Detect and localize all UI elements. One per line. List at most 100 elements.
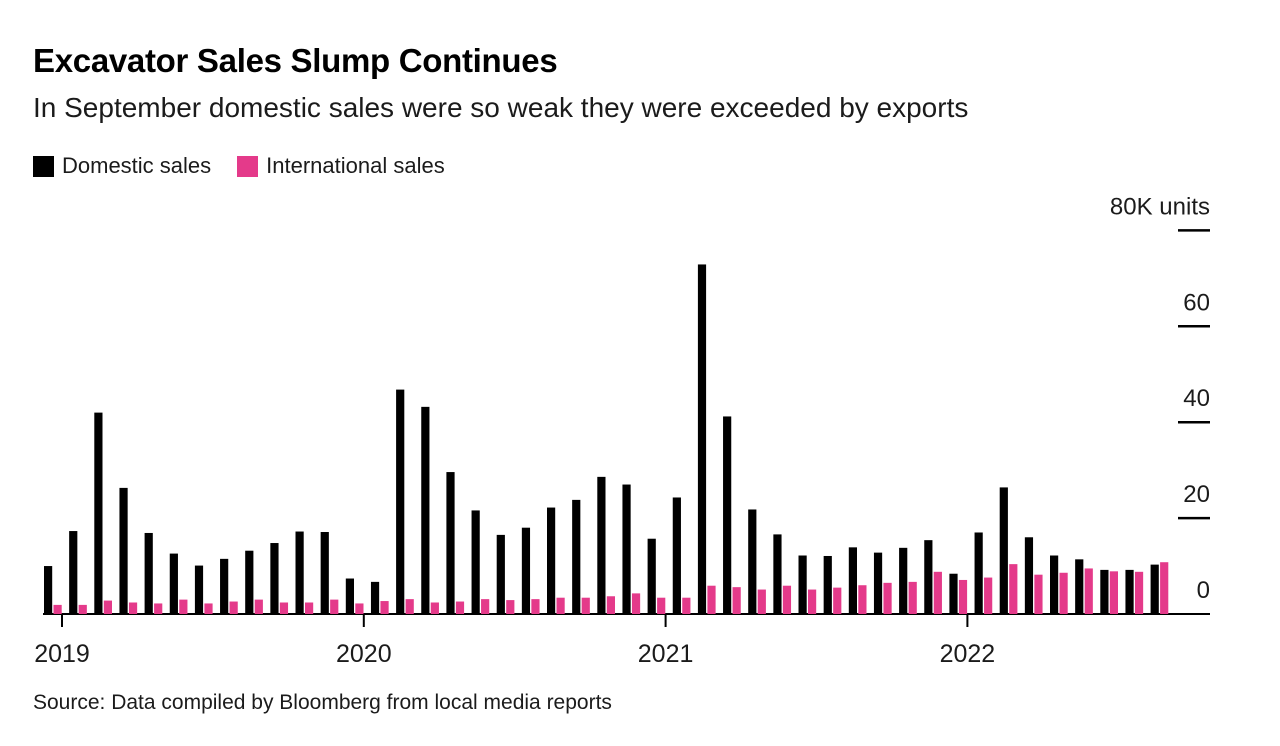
bar-domestic-sales-oct-2021 bbox=[873, 552, 883, 614]
bar-domestic-sales-nov-2020 bbox=[597, 476, 606, 614]
bar-international-sales-may-2022 bbox=[1059, 572, 1068, 614]
bar-international-sales-sep-2021 bbox=[858, 585, 867, 614]
x-axis-label-2022: 2022 bbox=[940, 640, 996, 668]
bar-international-sales-may-2019 bbox=[154, 603, 163, 614]
bar-international-sales-feb-2019 bbox=[78, 604, 87, 614]
bar-international-sales-jul-2021 bbox=[808, 589, 817, 614]
international-sales-swatch-icon bbox=[237, 155, 259, 177]
bar-domestic-sales-jan-2019 bbox=[44, 566, 53, 614]
x-axis-label-2019: 2019 bbox=[34, 640, 90, 668]
y-axis-label-60: 60 bbox=[1183, 289, 1210, 316]
bar-international-sales-nov-2020 bbox=[606, 596, 615, 614]
bar-international-sales-feb-2020 bbox=[380, 601, 389, 614]
bar-domestic-sales-jun-2021 bbox=[773, 534, 782, 614]
bar-domestic-sales-mar-2019 bbox=[94, 412, 103, 614]
bar-domestic-sales-apr-2021 bbox=[723, 416, 732, 614]
bar-domestic-sales-apr-2020 bbox=[421, 406, 430, 614]
y-axis-label-80: 80K units bbox=[1110, 193, 1210, 220]
bar-international-sales-nov-2021 bbox=[908, 581, 917, 614]
bar-international-sales-feb-2022 bbox=[984, 577, 993, 614]
bar-domestic-sales-jun-2022 bbox=[1075, 559, 1084, 614]
bar-domestic-sales-jul-2021 bbox=[798, 555, 807, 614]
bar-international-sales-mar-2020 bbox=[405, 599, 414, 614]
bar-international-sales-mar-2022 bbox=[1009, 564, 1018, 614]
bar-international-sales-sep-2019 bbox=[254, 599, 263, 614]
bar-international-sales-oct-2019 bbox=[279, 602, 289, 614]
chart-legend: Domestic sales International sales bbox=[33, 153, 445, 179]
bar-international-sales-jun-2022 bbox=[1084, 568, 1093, 614]
bar-international-sales-jul-2019 bbox=[204, 603, 213, 614]
bar-domestic-sales-jul-2020 bbox=[496, 534, 505, 614]
bar-international-sales-dec-2019 bbox=[330, 599, 339, 614]
bar-international-sales-aug-2022 bbox=[1134, 571, 1144, 614]
bar-international-sales-dec-2021 bbox=[933, 571, 942, 614]
bar-international-sales-apr-2019 bbox=[128, 602, 138, 614]
bar-international-sales-aug-2021 bbox=[833, 587, 842, 614]
bar-domestic-sales-sep-2021 bbox=[848, 547, 857, 614]
bar-domestic-sales-dec-2020 bbox=[622, 484, 631, 614]
bar-domestic-sales-sep-2020 bbox=[547, 507, 556, 614]
bar-international-sales-apr-2022 bbox=[1034, 574, 1043, 614]
x-axis-label-2021: 2021 bbox=[638, 640, 694, 668]
bar-domestic-sales-dec-2021 bbox=[924, 540, 933, 614]
bar-international-sales-jan-2019 bbox=[53, 604, 62, 614]
y-axis-label-40: 40 bbox=[1183, 385, 1210, 412]
bar-domestic-sales-may-2021 bbox=[748, 509, 757, 614]
bar-international-sales-may-2020 bbox=[455, 601, 465, 614]
bar-international-sales-jan-2020 bbox=[355, 603, 364, 614]
bar-domestic-sales-nov-2019 bbox=[295, 531, 304, 614]
bar-international-sales-jan-2022 bbox=[958, 579, 968, 614]
bar-domestic-sales-jul-2019 bbox=[194, 565, 204, 614]
bar-domestic-sales-aug-2021 bbox=[823, 555, 832, 614]
bar-international-sales-sep-2020 bbox=[556, 597, 565, 614]
bar-international-sales-jun-2020 bbox=[481, 599, 490, 614]
bar-international-sales-apr-2021 bbox=[732, 587, 741, 614]
bar-domestic-sales-feb-2022 bbox=[974, 532, 983, 614]
y-axis-label-0: 0 bbox=[1197, 577, 1210, 604]
bar-international-sales-oct-2020 bbox=[581, 597, 590, 614]
bar-domestic-sales-jan-2021 bbox=[647, 538, 656, 614]
bar-domestic-sales-may-2020 bbox=[446, 472, 455, 614]
bar-domestic-sales-apr-2019 bbox=[119, 487, 128, 614]
x-axis-label-2020: 2020 bbox=[336, 640, 392, 668]
bar-international-sales-mar-2021 bbox=[707, 585, 716, 614]
chart-title: Excavator Sales Slump Continues bbox=[33, 42, 558, 79]
legend-item-international: International sales bbox=[237, 153, 445, 179]
bar-domestic-sales-jul-2022 bbox=[1100, 569, 1109, 614]
bar-domestic-sales-dec-2019 bbox=[320, 532, 329, 614]
bar-international-sales-feb-2021 bbox=[682, 597, 691, 614]
legend-item-domestic: Domestic sales bbox=[33, 153, 211, 179]
bar-international-sales-jun-2021 bbox=[782, 585, 792, 614]
bar-domestic-sales-mar-2022 bbox=[999, 487, 1008, 614]
bar-domestic-sales-nov-2021 bbox=[899, 547, 908, 614]
bar-domestic-sales-mar-2021 bbox=[697, 264, 707, 614]
bar-international-sales-nov-2019 bbox=[305, 602, 314, 614]
bar-international-sales-may-2021 bbox=[757, 589, 766, 614]
bar-domestic-sales-sep-2022 bbox=[1150, 564, 1159, 614]
bar-domestic-sales-mar-2020 bbox=[396, 389, 405, 614]
bar-domestic-sales-jan-2022 bbox=[949, 573, 958, 614]
source-attribution: Source: Data compiled by Bloomberg from … bbox=[33, 691, 612, 714]
bar-international-sales-aug-2020 bbox=[531, 599, 540, 614]
bar-international-sales-apr-2020 bbox=[430, 602, 439, 614]
bar-domestic-sales-may-2019 bbox=[144, 532, 153, 614]
bar-domestic-sales-oct-2020 bbox=[572, 499, 581, 614]
bar-domestic-sales-feb-2020 bbox=[370, 581, 380, 614]
bar-domestic-sales-oct-2019 bbox=[270, 543, 279, 614]
bar-domestic-sales-jan-2020 bbox=[345, 578, 354, 614]
bar-international-sales-jun-2019 bbox=[179, 599, 188, 614]
bar-domestic-sales-aug-2019 bbox=[220, 558, 229, 614]
legend-label-international: International sales bbox=[266, 153, 445, 178]
bar-international-sales-jan-2021 bbox=[657, 597, 666, 614]
bar-international-sales-aug-2019 bbox=[229, 601, 238, 614]
bar-domestic-sales-jun-2019 bbox=[169, 553, 178, 614]
bar-international-sales-oct-2021 bbox=[883, 582, 892, 614]
bar-domestic-sales-aug-2022 bbox=[1125, 569, 1134, 614]
bar-domestic-sales-sep-2019 bbox=[245, 550, 254, 614]
bar-international-sales-mar-2019 bbox=[103, 600, 112, 614]
y-axis-label-20: 20 bbox=[1183, 481, 1210, 508]
bar-domestic-sales-feb-2021 bbox=[672, 497, 681, 614]
domestic-sales-swatch-icon bbox=[33, 155, 54, 177]
